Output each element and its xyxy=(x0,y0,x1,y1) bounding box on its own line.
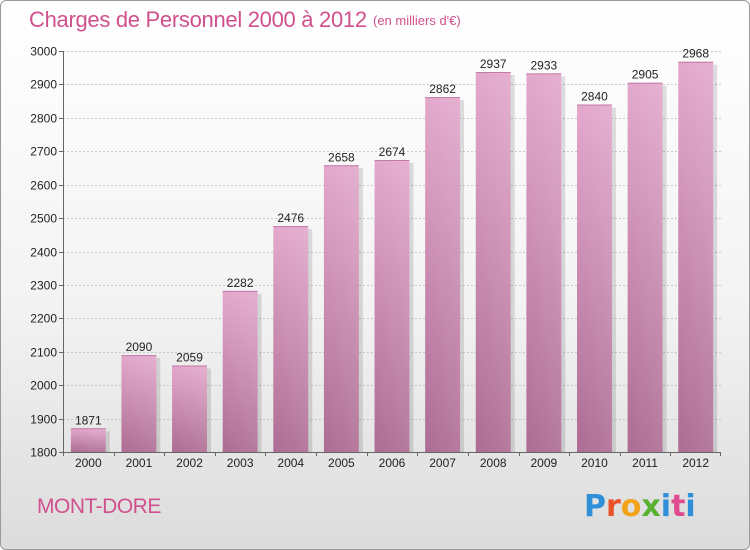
data-label: 2968 xyxy=(682,47,709,61)
data-label: 2840 xyxy=(581,89,608,103)
data-label: 2059 xyxy=(176,350,203,364)
bar-shine xyxy=(323,165,359,452)
x-tick-label: 2006 xyxy=(379,456,406,470)
bar-shine xyxy=(475,72,511,453)
bar-shine xyxy=(627,82,663,452)
data-label: 2937 xyxy=(480,57,507,71)
logo-letter: o xyxy=(620,489,642,524)
x-tick-label: 2002 xyxy=(176,456,203,470)
bar-shine xyxy=(425,97,461,453)
y-tick-label: 2500 xyxy=(30,212,57,226)
x-tick-label: 2005 xyxy=(328,456,355,470)
chart-subtitle: (en milliers d'€) xyxy=(373,13,461,28)
chart-title: Charges de Personnel 2000 à 2012 xyxy=(29,7,367,32)
y-tick-label: 2400 xyxy=(30,246,57,260)
y-tick-label: 2700 xyxy=(30,145,57,159)
data-label: 1871 xyxy=(75,413,102,427)
y-tick-label: 2200 xyxy=(30,312,57,326)
x-tick-label: 2011 xyxy=(632,456,658,470)
bar-shine xyxy=(576,104,612,452)
y-tick-label: 1900 xyxy=(30,413,57,427)
bar-shine xyxy=(374,159,410,452)
y-tick-label: 2100 xyxy=(30,346,57,360)
data-label: 2933 xyxy=(530,58,557,72)
bar-shine xyxy=(172,365,208,452)
data-label: 2862 xyxy=(429,82,456,96)
logo-letter: r xyxy=(606,489,621,524)
bar-shine xyxy=(222,290,258,452)
bar-shine xyxy=(526,73,562,453)
bar-shine xyxy=(70,428,106,452)
y-tick-label: 2900 xyxy=(30,78,57,92)
data-label: 2282 xyxy=(227,276,254,290)
y-tick-label: 2000 xyxy=(30,379,57,393)
y-tick-label: 2300 xyxy=(30,279,57,293)
x-tick-label: 2009 xyxy=(530,456,557,470)
x-tick-label: 2001 xyxy=(126,456,153,470)
logo-letter: P xyxy=(584,489,606,524)
x-tick-label: 2003 xyxy=(227,456,254,470)
x-tick-label: 2012 xyxy=(682,456,709,470)
logo-letter: x xyxy=(641,489,661,524)
bar-shine xyxy=(121,355,157,452)
logo-letter: i xyxy=(685,489,696,524)
commune-name: MONT-DORE xyxy=(37,495,161,518)
data-label: 2674 xyxy=(379,145,406,159)
logo-letter: t xyxy=(671,489,686,524)
bar-shine xyxy=(273,226,309,452)
x-tick-label: 2004 xyxy=(277,456,304,470)
y-tick-label: 3000 xyxy=(30,45,57,59)
y-tick-label: 2600 xyxy=(30,179,57,193)
bar-shine xyxy=(678,61,714,453)
data-label: 2476 xyxy=(277,211,304,225)
x-tick-label: 2008 xyxy=(480,456,507,470)
data-label: 2658 xyxy=(328,150,355,164)
logo-letter: i xyxy=(660,489,672,524)
y-tick-label: 2800 xyxy=(30,112,57,126)
data-label: 2905 xyxy=(632,68,659,82)
x-tick-label: 2007 xyxy=(429,456,456,470)
proxiti-logo: Proxiti xyxy=(584,489,696,524)
x-tick-label: 2010 xyxy=(581,456,608,470)
y-tick-label: 1800 xyxy=(30,446,57,460)
x-tick-label: 2000 xyxy=(75,456,102,470)
data-label: 2090 xyxy=(126,340,153,354)
